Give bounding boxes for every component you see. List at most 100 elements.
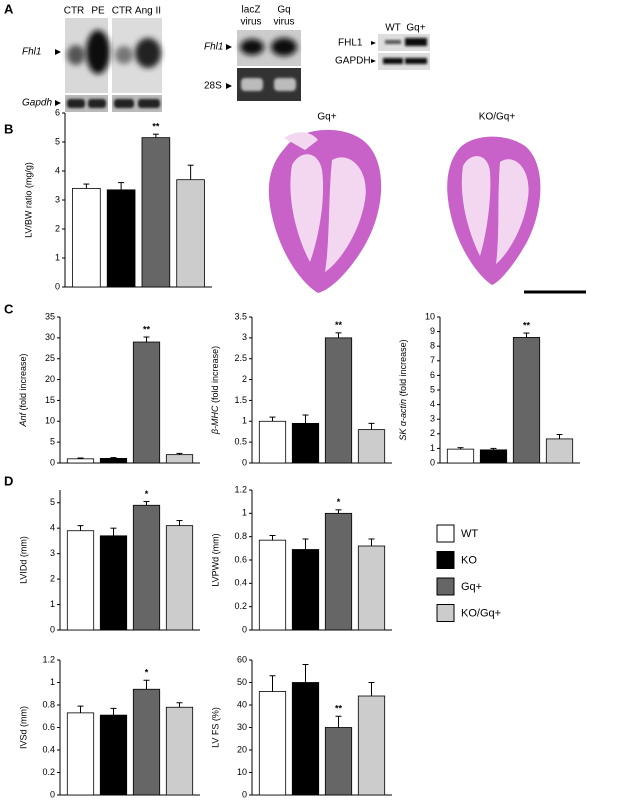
bar <box>176 179 205 288</box>
y-tick-label: 5 <box>55 136 60 146</box>
panel-label: B <box>4 121 13 136</box>
y-tick-label: 20 <box>237 744 247 754</box>
y-axis-label: β-MHC (fold increase) <box>210 346 220 435</box>
y-tick-label: 1 <box>430 443 435 453</box>
bar <box>72 187 101 288</box>
y-tick-label: 1.2 <box>234 484 247 494</box>
gene-label: Fhl1 <box>204 42 223 53</box>
lane-label: lacZ <box>242 5 261 16</box>
y-tick-label: 0 <box>242 457 247 467</box>
bar <box>106 189 136 288</box>
error-bar <box>176 452 183 455</box>
significance: * <box>145 668 149 678</box>
error-bar <box>269 416 276 422</box>
y-tick-label: 1.5 <box>234 395 247 405</box>
y-tick-label: 35 <box>45 311 55 321</box>
y-tick-label: 10 <box>45 416 55 426</box>
significance: * <box>145 489 149 499</box>
error-bar <box>269 675 276 692</box>
y-tick-label: 15 <box>45 395 55 405</box>
y-tick-label: 3 <box>430 414 435 424</box>
y-tick-label: 0 <box>50 624 55 634</box>
virus-blot <box>226 30 301 101</box>
significance: ** <box>335 704 343 714</box>
y-axis-label-part: SK α-actin <box>398 399 408 441</box>
y-tick-label: 30 <box>237 722 247 732</box>
histology-label: KO/Gq+ <box>479 112 516 123</box>
error-bar <box>335 715 342 728</box>
western-blot <box>371 34 430 70</box>
y-axis-label: IVSd (mm) <box>18 706 28 749</box>
y-tick-label: 0.8 <box>234 531 247 541</box>
y-tick-label: 8 <box>430 341 435 351</box>
y-tick-label: 2 <box>50 573 55 583</box>
y-tick-label: 2 <box>430 428 435 438</box>
error-bar <box>152 133 159 138</box>
y-tick-label: 5 <box>50 497 55 507</box>
heart-section <box>268 129 382 293</box>
y-tick-label: 20 <box>45 374 55 384</box>
bar <box>291 422 320 464</box>
y-axis-label: LVPWd (mm) <box>210 533 220 586</box>
y-tick-label: 10 <box>425 311 435 321</box>
y-tick-label: 0 <box>55 281 60 291</box>
y-tick-label: 1 <box>242 508 247 518</box>
error-bar <box>490 447 497 450</box>
significance: ** <box>335 320 343 330</box>
heart-section <box>447 136 541 285</box>
error-bar <box>110 527 117 536</box>
error-bar <box>176 702 183 708</box>
y-tick-label: 0.4 <box>42 744 55 754</box>
y-tick-label: 4 <box>50 523 55 533</box>
error-bar <box>302 538 309 550</box>
bar <box>66 530 95 631</box>
error-bar <box>269 535 276 541</box>
error-bar <box>83 183 90 189</box>
gene-label: Gapdh <box>22 98 52 109</box>
error-bar <box>368 422 375 430</box>
legend-swatch <box>436 577 455 596</box>
error-bar <box>335 332 342 338</box>
y-tick-label: 40 <box>237 699 247 709</box>
error-bar <box>302 664 309 683</box>
lane-label: CTR <box>112 6 133 17</box>
panel-label: D <box>4 473 13 488</box>
protein-label: GAPDH <box>335 56 371 67</box>
y-tick-label: 0 <box>50 457 55 467</box>
bar <box>99 458 128 464</box>
protein-label: FHL1 <box>338 38 363 49</box>
panel-label: C <box>4 301 14 316</box>
y-tick-label: 0 <box>242 789 247 799</box>
lane-label: virus <box>273 17 294 28</box>
bar <box>446 448 475 464</box>
panel-label: A <box>4 1 14 16</box>
y-tick-label: 3.5 <box>234 311 247 321</box>
bar <box>291 549 320 631</box>
y-tick-label: 25 <box>45 353 55 363</box>
y-tick-label: 4 <box>430 399 435 409</box>
error-bar <box>368 538 375 546</box>
bar <box>141 137 171 288</box>
y-tick-label: 0.5 <box>234 437 247 447</box>
significance: ** <box>143 324 151 334</box>
y-tick-label: 0.8 <box>42 699 55 709</box>
y-axis-label-part: β-MHC <box>210 405 220 435</box>
y-tick-label: 5 <box>430 384 435 394</box>
legend-label: WT <box>461 528 478 540</box>
y-axis-label: LVIDd (mm) <box>18 536 28 584</box>
bar <box>99 714 128 796</box>
y-tick-label: 6 <box>430 370 435 380</box>
lane-label: CTR <box>64 6 85 17</box>
lane-label: Ang II <box>135 6 161 17</box>
error-bar <box>143 679 150 690</box>
y-axis-label-part: (fold increase) <box>398 339 408 399</box>
y-tick-label: 1 <box>50 677 55 687</box>
y-tick-label: 2 <box>55 223 60 233</box>
y-axis-label-part: (fold increase) <box>18 353 28 413</box>
y-tick-label: 2 <box>242 374 247 384</box>
legend-label: Gq+ <box>461 581 482 593</box>
y-tick-label: 30 <box>45 332 55 342</box>
bar <box>99 535 128 631</box>
y-tick-label: 5 <box>50 437 55 447</box>
error-bar <box>335 509 342 514</box>
